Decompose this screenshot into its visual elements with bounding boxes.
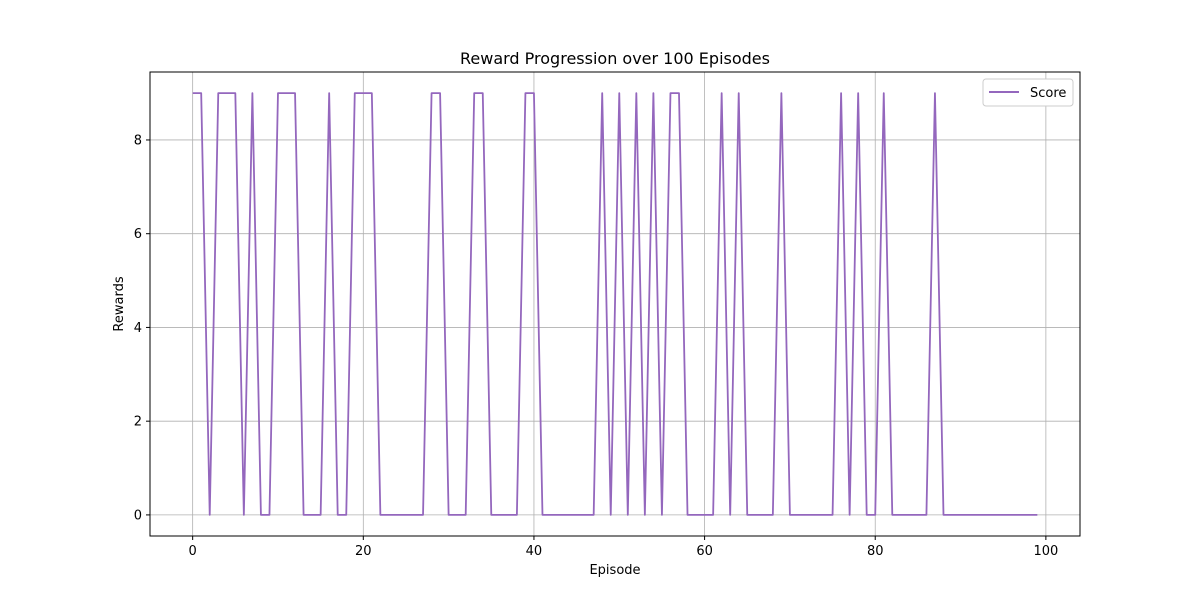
legend-box	[982, 78, 1074, 107]
y-tick-label: 0	[134, 508, 142, 523]
x-tick-label: 100	[1033, 544, 1058, 559]
legend: Score	[982, 78, 1074, 107]
x-axis-ticks: 0 20 40 60 80 100	[189, 536, 1058, 559]
x-tick-label: 0	[189, 544, 197, 559]
y-tick-label: 8	[134, 133, 142, 148]
y-tick-label: 6	[134, 227, 142, 242]
y-axis-ticks: 0 2 4 6 8	[134, 133, 150, 523]
plot-frame	[149, 71, 1081, 537]
x-tick-label: 60	[696, 544, 713, 559]
series-layer	[192, 92, 1038, 516]
x-tick-label: 20	[355, 544, 372, 559]
legend-label-score: Score	[1030, 86, 1066, 101]
chart-title: Reward Progression over 100 Episodes	[460, 49, 770, 68]
y-tick-label: 2	[134, 415, 142, 430]
x-tick-label: 40	[526, 544, 543, 559]
series-line-score	[192, 92, 1038, 516]
y-tick-label: 4	[134, 321, 142, 336]
y-axis-label: Rewards	[112, 276, 127, 331]
x-axis-label: Episode	[589, 563, 640, 578]
x-tick-label: 80	[867, 544, 884, 559]
